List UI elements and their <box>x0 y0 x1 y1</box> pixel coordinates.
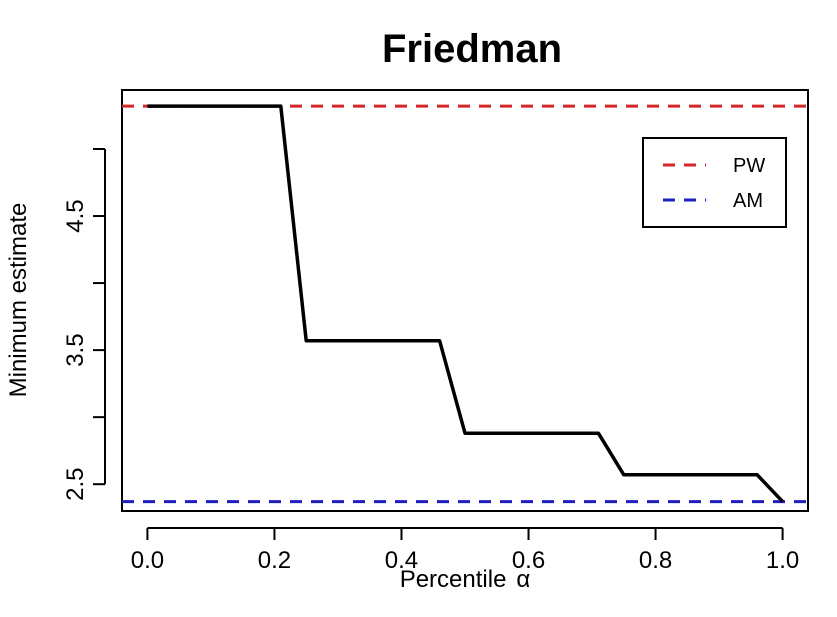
chart-title: Friedman <box>382 27 562 71</box>
y-tick-label: 4.5 <box>62 199 89 232</box>
x-axis-label: Percentile α <box>400 566 531 593</box>
y-axis: 2.5 3.5 4.5 <box>62 147 106 501</box>
y-tick-label: 2.5 <box>62 467 89 500</box>
x-tick-label: 0.6 <box>512 547 545 574</box>
y-axis-label: Minimum estimate <box>5 203 32 398</box>
y-tick-label: 3.5 <box>62 333 89 366</box>
legend-box <box>642 137 787 228</box>
legend-label-pw: PW <box>733 155 765 177</box>
x-tick-label: 0.8 <box>639 547 672 574</box>
x-tick-label: 1.0 <box>766 547 799 574</box>
x-axis: 0.0 0.2 0.4 0.6 0.8 1.0 <box>131 527 799 574</box>
x-tick-label: 0.2 <box>258 547 291 574</box>
plot-area <box>122 104 808 504</box>
x-tick-label: 0.4 <box>385 547 418 574</box>
plot-frame <box>121 89 809 512</box>
legend: PW AM <box>642 137 787 228</box>
x-tick-label: 0.0 <box>131 547 164 574</box>
series-line <box>147 104 784 503</box>
legend-label-am: AM <box>733 190 763 212</box>
